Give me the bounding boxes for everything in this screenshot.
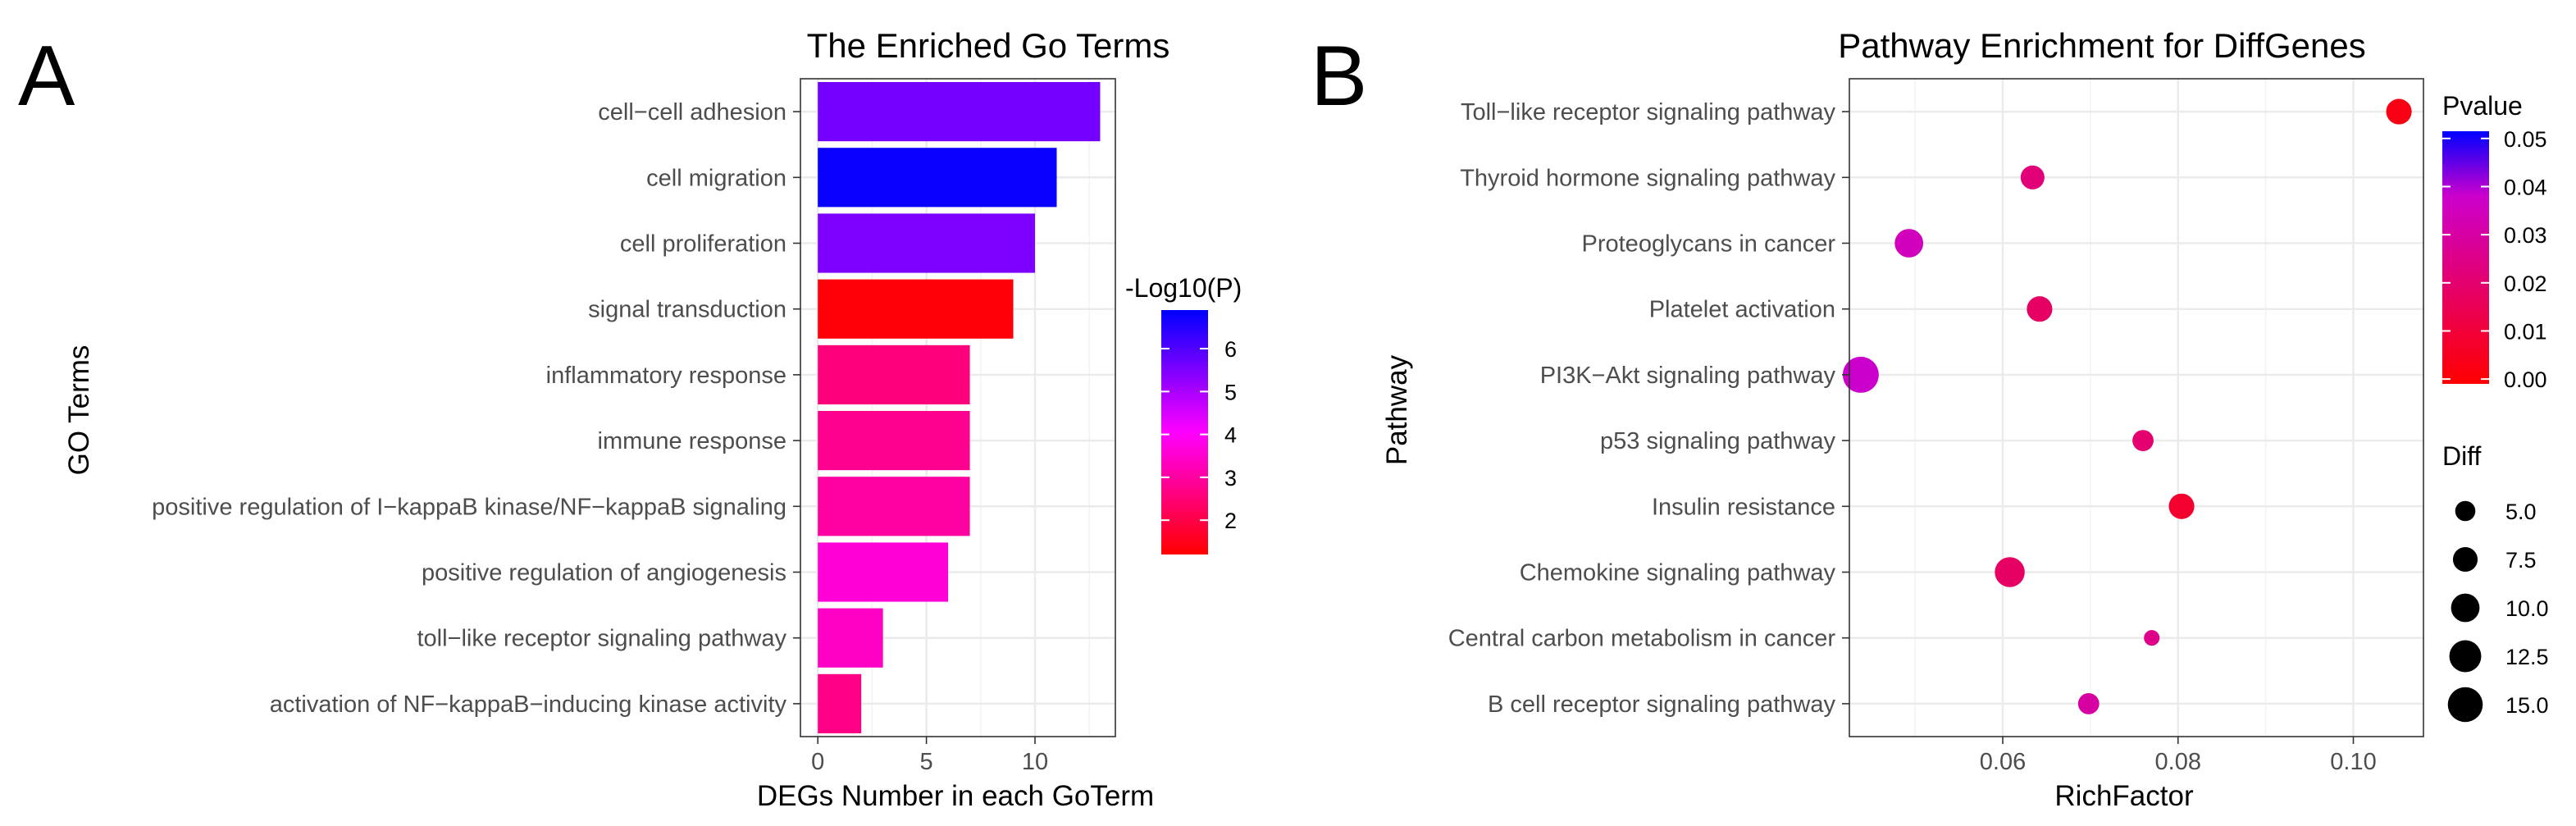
colorbar-tick-label: 0.04 [2504, 175, 2547, 199]
point [2077, 693, 2100, 714]
category-label: toll−like receptor signaling pathway [417, 626, 786, 652]
chart-b-panel-frame [1849, 78, 2424, 737]
category-label: immune response [598, 428, 787, 454]
bar [818, 279, 1014, 339]
category-label: signal transduction [588, 297, 786, 323]
colorbar-tick-label: 0.03 [2504, 223, 2547, 248]
size-legend-label: 5.0 [2505, 500, 2537, 524]
bar [818, 82, 1101, 142]
chart-a-title: The Enriched Go Terms [807, 26, 1170, 65]
colorbar-tick-label: 0.00 [2504, 367, 2547, 392]
bar [818, 345, 970, 404]
size-legend-label: 7.5 [2505, 548, 2537, 573]
chart-b-grid [1849, 79, 2423, 737]
category-label: Platelet activation [1649, 297, 1835, 323]
x-tick-label: 0.08 [2155, 749, 2201, 775]
chart-b-colorbar [2442, 131, 2489, 384]
point [1894, 229, 1924, 258]
x-tick-label: 10 [1022, 749, 1048, 775]
chart-b-color-legend-title: Pvalue [2442, 91, 2523, 121]
category-label: B cell receptor signaling pathway [1488, 691, 1835, 718]
category-label: PI3K−Akt signaling pathway [1540, 363, 1836, 389]
bar [818, 411, 970, 471]
chart-a-x-ticks: 0 5 10 [811, 737, 1048, 775]
colorbar-tick-label: 0.01 [2504, 319, 2547, 344]
category-label: inflammatory response [546, 363, 786, 389]
colorbar-tick-label: 2 [1224, 509, 1237, 533]
size-legend-dot [2451, 593, 2480, 623]
chart-a-colorbar [1161, 310, 1208, 554]
colorbar-tick-label: 0.02 [2504, 272, 2547, 296]
category-label: cell proliferation [620, 231, 786, 258]
chart-a-bars [818, 82, 1101, 733]
category-label: cell migration [646, 165, 786, 191]
size-legend-dot [2449, 640, 2482, 673]
size-legend-label: 10.0 [2505, 596, 2549, 621]
category-label: Central carbon metabolism in cancer [1448, 626, 1836, 652]
chart-b-color-legend: Pvalue 0.00 0.01 0.02 0.03 0.04 0.05 [2442, 91, 2547, 392]
chart-a-x-axis-title: DEGs Number in each GoTerm [757, 780, 1154, 812]
colorbar-tick-label: 4 [1224, 423, 1237, 448]
bar [818, 213, 1036, 273]
point [1842, 356, 1879, 393]
chart-b-size-legend-title: Diff [2442, 441, 2482, 471]
point [2027, 296, 2053, 322]
category-label: Toll−like receptor signaling pathway [1461, 99, 1836, 125]
size-legend-dot [2452, 546, 2478, 573]
bar [818, 477, 970, 536]
point [1995, 557, 2025, 587]
category-label: cell−cell adhesion [598, 99, 786, 125]
chart-b-size-legend: Diff 5.0 7.5 10.0 12.5 15.0 [2442, 441, 2549, 723]
chart-a-y-axis-title: GO Terms [63, 345, 95, 476]
chart-a-color-legend: -Log10(P) 2 3 4 5 6 [1125, 273, 1242, 554]
x-tick-label: 5 [920, 749, 933, 775]
bar [818, 148, 1057, 208]
category-label: Thyroid hormone signaling pathway [1460, 165, 1835, 191]
size-legend-dot [2447, 687, 2483, 723]
size-legend-label: 12.5 [2505, 645, 2549, 669]
chart-b-background [1849, 79, 2423, 737]
category-label: activation of NF−kappaB−inducing kinase … [270, 691, 787, 718]
colorbar-tick-label: 0.05 [2504, 127, 2547, 152]
panel-a-label: A [18, 29, 75, 124]
x-tick-label: 0.06 [1980, 749, 2026, 775]
bar [818, 542, 949, 602]
category-label: positive regulation of I−kappaB kinase/N… [152, 494, 786, 520]
x-tick-label: 0 [811, 749, 824, 775]
point [2144, 630, 2160, 646]
category-label: p53 signaling pathway [1600, 428, 1835, 454]
chart-a-legend-title: -Log10(P) [1125, 273, 1242, 303]
colorbar-tick-label: 3 [1224, 466, 1237, 491]
chart-b-x-ticks: 0.06 0.08 0.10 [1980, 737, 2377, 775]
category-label: Proteoglycans in cancer [1582, 231, 1836, 258]
chart-b-points [1842, 98, 2412, 714]
bar [818, 673, 862, 733]
category-label: Insulin resistance [1652, 494, 1835, 520]
bar [818, 608, 883, 668]
chart-a-category-labels: cell−cell adhesion cell migration cell pro… [152, 99, 800, 718]
chart-b-category-labels: Toll−like receptor signaling pathway Thyr… [1448, 99, 1849, 718]
point [2020, 165, 2045, 189]
point [2168, 493, 2195, 519]
colorbar-tick-label: 6 [1224, 337, 1237, 362]
chart-b-y-axis-title: Pathway [1381, 354, 1413, 465]
point [2386, 98, 2412, 125]
category-label: Chemokine signaling pathway [1520, 560, 1836, 586]
category-label: positive regulation of angiogenesis [422, 560, 786, 586]
chart-a-panel-frame [800, 78, 1116, 737]
chart-b-x-axis-title: RichFactor [2054, 780, 2194, 812]
size-legend-label: 15.0 [2505, 693, 2549, 718]
point [2132, 430, 2154, 451]
colorbar-tick-label: 5 [1224, 380, 1237, 404]
size-legend-dot [2455, 500, 2476, 522]
panel-b-label: B [1311, 29, 1367, 124]
x-tick-label: 0.10 [2330, 749, 2376, 775]
chart-b-title: Pathway Enrichment for DiffGenes [1838, 26, 2366, 65]
